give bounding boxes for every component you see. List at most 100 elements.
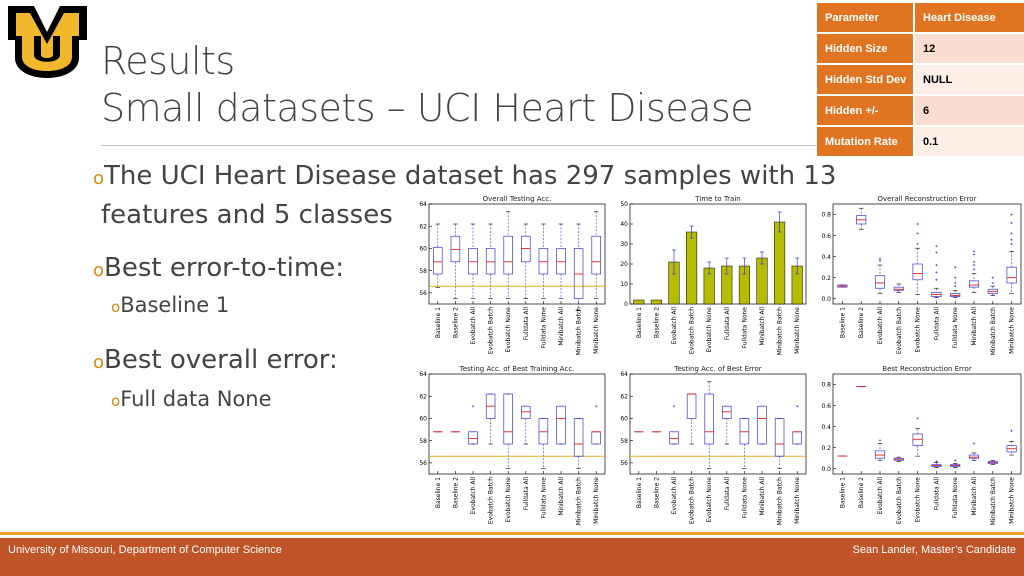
x-tick-label: Minibatch Batch (576, 307, 583, 356)
x-tick-label: Evobatch None (505, 307, 512, 353)
x-tick-label: Fulldata All (523, 477, 530, 510)
x-tick-label: Baseline 1 (435, 477, 442, 508)
x-tick-label: Baseline 1 (636, 307, 643, 338)
chart-panel: Overall Testing Acc. 56 58 60 62 64 Baseline 1… (419, 195, 606, 356)
x-tick-label: Minibatch All (971, 477, 978, 516)
y-tick-label: 0 (624, 301, 628, 308)
x-tick-label: Evobatch All (877, 477, 884, 515)
x-tick-label: Fulldata All (724, 477, 731, 510)
x-tick-label: Minibatch None (593, 477, 600, 524)
x-tick-label: Minibatch All (759, 307, 766, 346)
x-tick-label: Fulldata None (952, 307, 959, 349)
plot-frame (832, 203, 1022, 305)
box (556, 405, 566, 445)
slide-title: Results Small datasets – UCI Heart Disea… (101, 38, 754, 132)
x-tick-label: Evobatch All (671, 307, 678, 345)
plot-frame (428, 373, 606, 475)
y-tick-label: 64 (620, 371, 628, 378)
parameter-table: Parameter Heart Disease Hidden Size 12 H… (817, 3, 1024, 158)
param-table-row: Hidden Std Dev NULL (817, 64, 1024, 96)
x-tick-label: Fulldata None (741, 477, 748, 519)
box (538, 418, 549, 445)
x-tick-label: Evobatch Batch (488, 477, 495, 524)
bullet-marker: o (111, 298, 121, 316)
x-tick-label: Baseline 2 (858, 307, 865, 338)
bullet-text: Best error-to-time: (104, 253, 344, 283)
box (538, 248, 549, 275)
chart-panel: Testing Acc. of Best Training Acc. 56 58 60… (419, 365, 606, 526)
x-tick-label: Minibatch Batch (990, 477, 997, 526)
box (739, 418, 750, 445)
x-tick-label: Minibatch Batch (990, 307, 997, 356)
footer-bar: University of Missouri, Department of Co… (0, 538, 1024, 576)
y-tick-label: 58 (620, 438, 628, 445)
x-tick-label: Evobatch Batch (488, 307, 495, 354)
box (912, 263, 923, 281)
footer-stripe (0, 532, 1024, 535)
y-tick-label: 62 (620, 393, 628, 400)
box (757, 405, 767, 445)
x-tick-label: Minibatch None (1009, 307, 1016, 354)
box (968, 454, 980, 459)
box (669, 431, 679, 445)
bullet-text: The UCI Heart Disease dataset has 297 sa… (104, 161, 837, 191)
bar (650, 299, 662, 305)
chart-title: Testing Acc. of Best Error (673, 365, 762, 373)
y-tick-label: 50 (620, 201, 628, 208)
y-tick-label: 60 (419, 416, 427, 423)
y-tick-label: 0.6 (821, 403, 831, 410)
param-value: 6 (914, 95, 1024, 127)
x-tick-label: Minibatch All (558, 307, 565, 346)
y-tick-label: 0.0 (821, 296, 831, 303)
x-tick-label: Evobatch All (877, 307, 884, 345)
bullet-marker: o (111, 392, 121, 410)
box (573, 248, 584, 299)
footer-gap (0, 535, 1024, 538)
y-tick-label: 58 (419, 268, 427, 275)
bullet-marker: o (93, 168, 105, 189)
param-key: Hidden Std Dev (817, 64, 915, 96)
y-tick-label: 0.0 (821, 466, 831, 473)
x-tick-label: Minibatch None (1009, 477, 1016, 524)
y-tick-label: 60 (419, 246, 427, 253)
plot-frame (832, 373, 1022, 475)
bullet-list: oThe UCI Heart Disease dataset has 297 s… (93, 158, 893, 415)
box (433, 246, 443, 275)
x-tick-label: Baseline 2 (452, 477, 459, 508)
chart-panel: Best Reconstruction Error 0.0 0.2 0.4 0.6 0.8… (821, 365, 1022, 526)
bar (633, 299, 645, 305)
x-tick-label: Minibatch Batch (576, 477, 583, 526)
x-tick-label: Baseline 1 (839, 307, 846, 338)
y-tick-label: 56 (419, 290, 427, 297)
sub-bullet-fulldata: oFull data None (111, 385, 893, 415)
y-tick-label: 10 (620, 281, 628, 288)
x-tick-label: Baseline 2 (653, 477, 660, 508)
chart-panel: Overall Reconstruction Error 0.0 0.2 0.4 0.6… (821, 195, 1022, 356)
y-tick-label: 0.6 (821, 233, 831, 240)
y-tick-label: 0.4 (821, 424, 831, 431)
bar (686, 231, 698, 305)
box (468, 248, 478, 275)
box (722, 405, 732, 419)
box (704, 393, 714, 445)
x-tick-label: Fulldata All (933, 307, 940, 340)
x-tick-label: Evobatch None (915, 477, 922, 523)
box (968, 280, 980, 288)
x-tick-label: Evobatch None (915, 307, 922, 353)
box (591, 235, 601, 275)
box (485, 248, 496, 275)
x-tick-label: Evobatch Batch (896, 307, 903, 354)
plot-frame (629, 373, 807, 475)
box (503, 235, 513, 275)
y-tick-label: 20 (620, 261, 628, 268)
x-tick-label: Minibatch None (794, 477, 801, 524)
y-tick-label: 40 (620, 221, 628, 228)
y-tick-label: 0.8 (821, 382, 831, 389)
y-tick-label: 60 (620, 416, 628, 423)
x-tick-label: Evobatch None (706, 477, 713, 523)
y-tick-label: 64 (419, 371, 427, 378)
x-tick-label: Evobatch All (470, 307, 477, 345)
y-tick-label: 0.4 (821, 254, 831, 261)
title-line-2: Small datasets – UCI Heart Disease (101, 86, 754, 130)
y-tick-label: 62 (419, 223, 427, 230)
